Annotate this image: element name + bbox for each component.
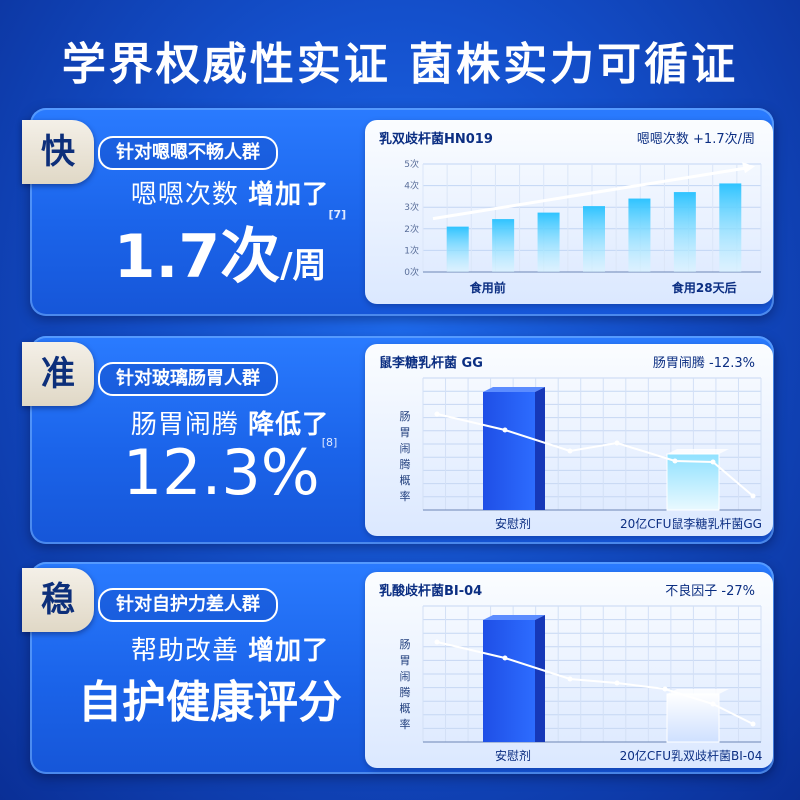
card-stable: 稳 针对自护力差人群 帮助改善 增加了 自护健康评分 乳酸歧杆菌BI-04 不良… [22, 562, 774, 774]
trend-point [710, 701, 716, 707]
reference-mark: [7] [328, 208, 347, 221]
effect-verb: 增加了 [248, 636, 330, 666]
effect-value: 12.3% [8] [90, 436, 370, 509]
effect-headline: 自护健康评分 [78, 677, 342, 728]
bar [483, 392, 535, 510]
bar [583, 206, 605, 272]
reference-mark: [8] [321, 436, 338, 449]
y-tick-label: 1次 [404, 244, 419, 256]
y-axis-label-char: 概 [400, 474, 411, 487]
chart-title: 鼠李糖乳杆菌 GG [379, 356, 483, 371]
effect-value: 1.7次/周 [7] [90, 208, 370, 295]
y-tick-label: 3次 [404, 201, 419, 213]
bar [673, 192, 696, 272]
bar [719, 183, 742, 272]
y-tick-label: 4次 [404, 180, 419, 192]
bar-top-face [667, 689, 729, 694]
chart-panel-bi04: 乳酸歧杆菌BI-04 不良因子 -27% 肠胃闹腾概率安慰剂 20亿CFU乳双歧杆… [365, 572, 773, 768]
chart-title: 乳双歧杆菌HN019 [379, 132, 493, 147]
chart-panel-gg: 鼠李糖乳杆菌 GG 肠胃闹腾 -12.3% 肠胃闹腾概率安慰剂 20亿CFU鼠李糖… [365, 344, 773, 536]
bar [492, 219, 515, 272]
trend-point [672, 458, 678, 464]
x-tick-label: 20亿CFU乳双歧杆菌BI-04 [620, 748, 763, 763]
trend-point [750, 493, 756, 499]
bar-top-face [483, 615, 545, 620]
target-group-pill: 针对自护力差人群 [98, 588, 278, 622]
effect-description: 嗯嗯次数 增加了 [110, 174, 350, 211]
trend-point [614, 680, 620, 686]
effect-description: 肠胃闹腾 降低了 [110, 404, 350, 441]
bar-side-face [535, 615, 545, 742]
x-tick-label: 安慰剂 [495, 748, 531, 763]
trend-point [502, 427, 508, 433]
effect-verb: 降低了 [248, 410, 330, 440]
trend-point [434, 639, 440, 645]
chart-title: 乳酸歧杆菌BI-04 [379, 584, 483, 599]
effect-label: 肠胃闹腾 [130, 410, 249, 440]
y-axis-label-char: 概 [400, 702, 411, 715]
chart-annotation: 肠胃闹腾 -12.3% [652, 356, 755, 371]
effect-label: 帮助改善 [130, 636, 249, 666]
effect-description: 帮助改善 增加了 [110, 630, 350, 667]
y-axis-label-char: 肠 [400, 410, 411, 423]
chart-annotation: 嗯嗯次数 +1.7次/周 [636, 132, 755, 147]
chart-panel-hn019: 乳双歧杆菌HN019 嗯嗯次数 +1.7次/周 0次 1次 2次 3次 4次 5次食用前 食… [365, 120, 773, 304]
x-tick-label: 20亿CFU鼠李糖乳杆菌GG [620, 516, 762, 531]
effect-label: 嗯嗯次数 [130, 180, 249, 210]
bar-top-face [483, 387, 545, 392]
card-accurate: 准 针对玻璃肠胃人群 肠胃闹腾 降低了 12.3% [8] 鼠李糖乳杆菌 GG 肠… [22, 336, 774, 544]
page-title: 学界权威性实证 菌株实力可循证 [61, 39, 739, 90]
tag-fast: 快 [22, 120, 94, 184]
y-tick-label: 2次 [404, 223, 419, 235]
y-axis-label-char: 胃 [400, 654, 411, 667]
trend-point [750, 721, 756, 727]
card-fast: 快 针对嗯嗯不畅人群 嗯嗯次数 增加了 1.7次/周 [7] 乳双歧杆菌HN019… [22, 108, 774, 316]
effect-unit: /周 [280, 246, 327, 286]
chart-annotation: 不良因子 -27% [665, 584, 755, 599]
trend-point [567, 676, 573, 682]
tag-stable: 稳 [22, 568, 94, 632]
trend-point [567, 448, 573, 454]
trend-arrow-line [432, 165, 752, 221]
trend-point [502, 655, 508, 661]
bar [628, 198, 651, 272]
trend-point [710, 459, 716, 465]
target-group-pill: 针对嗯嗯不畅人群 [98, 136, 278, 170]
trend-arrow-head [742, 162, 755, 174]
trend-point [614, 440, 620, 446]
y-tick-label: 0次 [404, 266, 419, 278]
y-axis-label-char: 胃 [400, 426, 411, 439]
y-axis-label-char: 闹 [400, 670, 411, 683]
x-tick-label: 食用前 [469, 280, 506, 295]
trend-point [662, 686, 668, 692]
effect-number: 12.3% [122, 436, 320, 509]
bar [666, 693, 720, 743]
target-group-pill: 针对玻璃肠胃人群 [98, 362, 278, 396]
bar-top-face [667, 449, 729, 454]
y-axis-label-char: 率 [400, 717, 411, 731]
bar [483, 620, 535, 742]
effect-verb: 增加了 [248, 180, 330, 210]
y-axis-label-char: 腾 [400, 457, 411, 471]
x-tick-label: 食用28天后 [671, 280, 737, 295]
bar-side-face [535, 387, 545, 510]
y-axis-label-char: 腾 [400, 685, 411, 699]
y-tick-label: 5次 [404, 158, 419, 170]
y-axis-label-char: 闹 [400, 442, 411, 455]
bar [537, 212, 560, 272]
y-axis-label-char: 肠 [400, 638, 411, 651]
tag-accurate: 准 [22, 342, 94, 406]
x-tick-label: 安慰剂 [495, 516, 531, 531]
y-axis-label-char: 率 [400, 489, 411, 503]
effect-number: 1.7次 [113, 222, 281, 292]
bar [446, 226, 469, 272]
trend-point [434, 411, 440, 417]
